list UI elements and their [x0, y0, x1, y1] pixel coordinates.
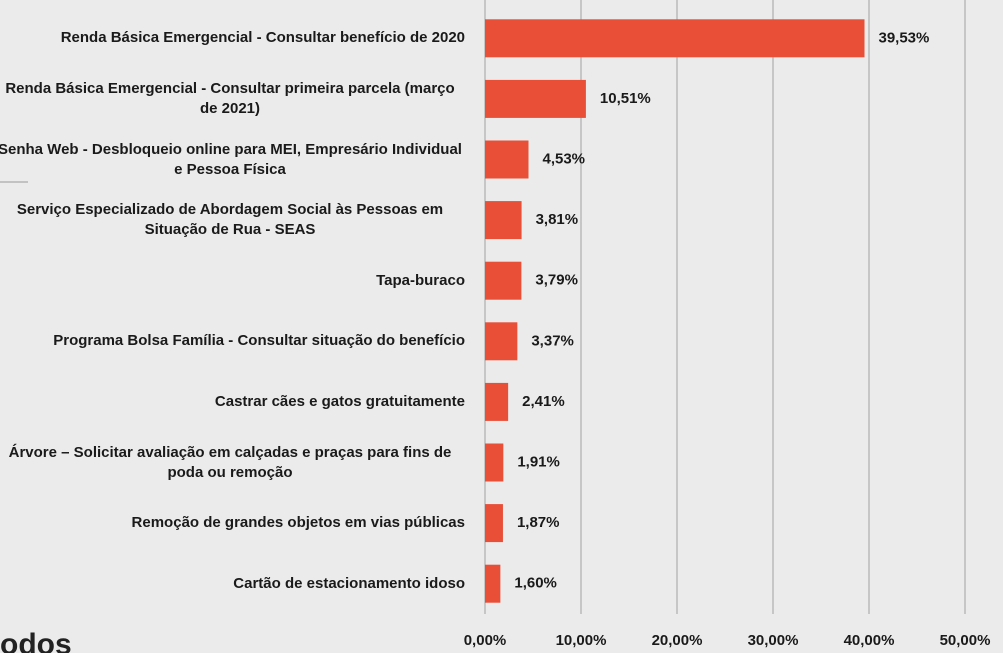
bar	[485, 261, 522, 300]
x-tick-label: 30,00%	[748, 632, 799, 649]
value-label: 4,53%	[542, 150, 585, 167]
x-tick-label: 50,00%	[940, 632, 991, 649]
bar	[485, 79, 586, 118]
category-label-box: Cartão de estacionamento idoso	[0, 556, 465, 612]
x-tick-label: 0,00%	[464, 632, 507, 649]
category-label-box: Senha Web - Desbloqueio online para MEI,…	[0, 132, 465, 188]
category-label: Cartão de estacionamento idoso	[233, 574, 465, 592]
bar	[485, 201, 522, 240]
category-label-box: Serviço Especializado de Abordagem Socia…	[0, 192, 465, 248]
value-label: 10,51%	[600, 90, 651, 107]
x-tick-label: 20,00%	[652, 632, 703, 649]
category-label-box: Tapa-buraco	[0, 253, 465, 309]
bar	[485, 382, 509, 421]
bar	[485, 504, 503, 543]
category-label-box: Remoção de grandes objetos em vias públi…	[0, 495, 465, 551]
category-label-box: Castrar cães e gatos gratuitamente	[0, 374, 465, 430]
bar	[485, 322, 518, 361]
value-label: 1,91%	[517, 453, 560, 470]
x-tick-label: 40,00%	[844, 632, 895, 649]
bar	[485, 140, 529, 179]
value-label: 3,37%	[531, 332, 574, 349]
value-label: 1,87%	[517, 514, 560, 531]
bar	[485, 19, 865, 58]
value-label: 3,81%	[536, 211, 579, 228]
category-label: Renda Básica Emergencial - Consultar pri…	[5, 79, 455, 117]
category-label-box: Programa Bolsa Família - Consultar situa…	[0, 313, 465, 369]
category-label: Programa Bolsa Família - Consultar situa…	[53, 332, 465, 350]
category-label-box: Renda Básica Emergencial - Consultar pri…	[0, 71, 465, 127]
category-label: Tapa-buraco	[376, 271, 465, 289]
category-label: Renda Básica Emergencial - Consultar ben…	[60, 29, 465, 47]
background-text: odos	[0, 628, 72, 653]
bar	[485, 443, 504, 482]
bar	[485, 564, 501, 603]
category-label: Árvore – Solicitar avaliação em calçadas…	[8, 443, 452, 481]
category-label: Senha Web - Desbloqueio online para MEI,…	[0, 140, 462, 178]
category-label: Serviço Especializado de Abordagem Socia…	[16, 201, 444, 239]
category-label-box: Árvore – Solicitar avaliação em calçadas…	[0, 435, 465, 491]
value-label: 2,41%	[522, 393, 565, 410]
category-label-box: Renda Básica Emergencial - Consultar ben…	[0, 10, 465, 66]
value-label: 3,79%	[535, 272, 578, 289]
value-label: 39,53%	[878, 29, 929, 46]
category-label: Castrar cães e gatos gratuitamente	[214, 392, 465, 410]
x-tick-label: 10,00%	[556, 632, 607, 649]
category-label: Remoção de grandes objetos em vias públi…	[131, 514, 465, 532]
value-label: 1,60%	[514, 575, 557, 592]
